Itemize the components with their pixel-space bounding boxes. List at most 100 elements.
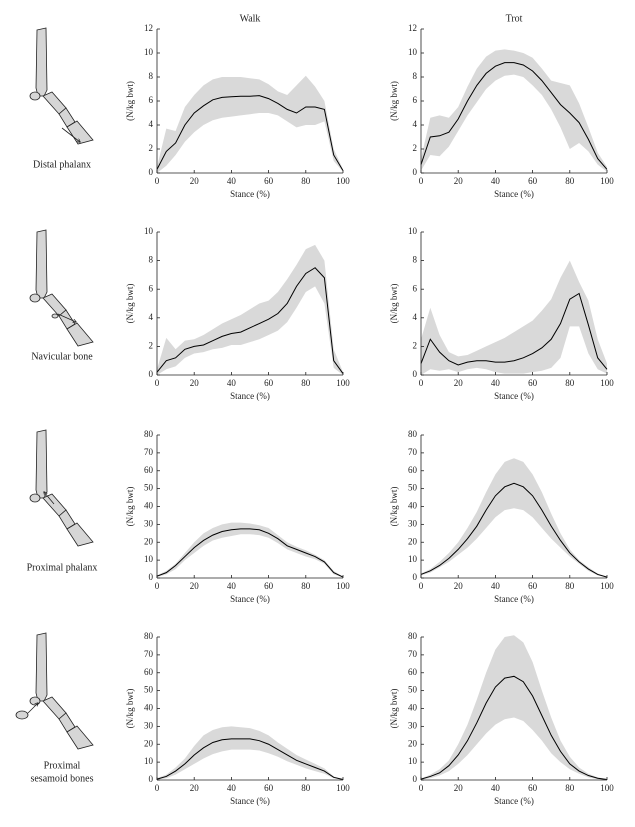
plot: 0 2 4 6 8 10 12 0 20 40 60 80 100 Trot Stance (%) (N/kg… (389, 13, 614, 199)
mean-line (420, 675, 608, 780)
y-axis-label: (N/kg bwt) (125, 487, 135, 527)
y-tick-label: 40 (144, 703, 154, 713)
x-tick-label: 100 (600, 176, 614, 186)
y-tick-label: 6 (149, 283, 154, 293)
x-tick-label: 80 (565, 783, 575, 793)
chart-title: Trot (506, 13, 523, 24)
y-tick-label: 40 (408, 501, 418, 511)
y-tick-label: 60 (144, 667, 154, 677)
x-tick-label: 0 (419, 783, 424, 793)
x-tick-label: 80 (301, 378, 311, 388)
x-tick-label: 60 (528, 581, 538, 591)
bone-label: Distal phalanx (33, 159, 91, 170)
y-tick-label: 80 (408, 631, 418, 641)
y-axis-label: (N/kg bwt) (389, 487, 399, 527)
y-tick-label: 70 (144, 447, 154, 457)
y-tick-label: 20 (144, 738, 154, 748)
x-tick-label: 20 (454, 783, 464, 793)
plot: 0 10 20 30 40 50 60 70 80 0 20 40 60 80 100 Stance (%) (… (389, 631, 614, 806)
y-tick-label: 8 (413, 71, 418, 81)
bone-illustration (15, 632, 94, 750)
x-tick-label: 60 (528, 783, 538, 793)
x-tick-label: 100 (336, 783, 350, 793)
y-tick-label: 80 (408, 429, 418, 439)
y-tick-label: 40 (144, 501, 154, 511)
y-tick-label: 70 (144, 649, 154, 659)
y-axis-label: (N/kg bwt) (389, 81, 399, 121)
y-tick-label: 0 (149, 369, 154, 379)
x-tick-label: 0 (155, 378, 160, 388)
x-tick-label: 0 (155, 581, 160, 591)
y-tick-label: 10 (408, 47, 418, 57)
sd-band (421, 49, 607, 172)
y-tick-label: 4 (149, 312, 154, 322)
x-tick-label: 0 (419, 176, 424, 186)
x-tick-label: 40 (491, 783, 501, 793)
x-tick-label: 20 (454, 378, 464, 388)
y-tick-label: 80 (144, 429, 154, 439)
y-tick-label: 0 (149, 774, 154, 784)
mean-line (156, 738, 344, 780)
y-tick-label: 10 (144, 226, 154, 236)
mean-line (420, 482, 608, 578)
y-tick-label: 50 (144, 685, 154, 695)
y-tick-label: 60 (144, 465, 154, 475)
x-tick-label: 80 (301, 581, 311, 591)
plot: 0 10 20 30 40 50 60 70 80 0 20 40 60 80 100 Stance (%) (… (125, 631, 350, 806)
y-tick-label: 2 (149, 340, 154, 350)
bone-illustration (29, 27, 94, 145)
y-tick-label: 80 (144, 631, 154, 641)
x-axis-label: Stance (%) (494, 391, 534, 401)
x-axis-label: Stance (%) (494, 796, 534, 806)
x-tick-label: 60 (528, 176, 538, 186)
x-tick-label: 100 (336, 581, 350, 591)
y-tick-label: 10 (408, 756, 418, 766)
y-tick-label: 30 (408, 720, 418, 730)
bone-illustration (29, 429, 94, 547)
sd-band (421, 260, 607, 375)
y-tick-label: 4 (413, 312, 418, 322)
y-axis-label: (N/kg bwt) (389, 284, 399, 324)
x-tick-label: 40 (227, 783, 237, 793)
y-tick-label: 30 (144, 720, 154, 730)
y-tick-label: 50 (408, 685, 418, 695)
plot: 0 2 4 6 8 10 12 0 20 40 60 80 100 Walk Stance (%) (N/kg… (125, 13, 350, 199)
mean-line (156, 267, 344, 374)
y-tick-label: 10 (408, 226, 418, 236)
x-tick-label: 60 (264, 783, 274, 793)
y-tick-label: 30 (408, 518, 418, 528)
x-tick-label: 0 (419, 378, 424, 388)
y-tick-label: 0 (413, 369, 418, 379)
y-tick-label: 4 (149, 119, 154, 129)
x-tick-label: 60 (264, 176, 274, 186)
sd-band (421, 458, 607, 578)
x-tick-label: 20 (190, 783, 200, 793)
bone-label: sesamoid bones (30, 773, 93, 784)
y-tick-label: 20 (408, 536, 418, 546)
x-axis-label: Stance (%) (494, 594, 534, 604)
y-tick-label: 6 (413, 95, 418, 105)
y-tick-label: 8 (149, 71, 154, 81)
x-tick-label: 0 (419, 581, 424, 591)
chart-title: Walk (240, 13, 261, 24)
x-tick-label: 60 (528, 378, 538, 388)
x-tick-label: 0 (155, 176, 160, 186)
plot: 0 10 20 30 40 50 60 70 80 0 20 40 60 80 100 Stance (%) (… (389, 429, 614, 604)
sd-band (157, 244, 343, 375)
y-tick-label: 60 (408, 465, 418, 475)
plot: 0 10 20 30 40 50 60 70 80 0 20 40 60 80 100 Stance (%) (… (125, 429, 350, 604)
y-tick-label: 4 (413, 119, 418, 129)
sd-band (157, 522, 343, 578)
x-tick-label: 20 (454, 581, 464, 591)
x-tick-label: 80 (565, 581, 575, 591)
x-tick-label: 100 (336, 176, 350, 186)
y-tick-label: 10 (408, 554, 418, 564)
y-tick-label: 40 (408, 703, 418, 713)
mean-line (156, 528, 344, 578)
y-tick-label: 50 (408, 483, 418, 493)
y-tick-label: 0 (413, 572, 418, 582)
x-tick-label: 100 (600, 783, 614, 793)
y-tick-label: 8 (149, 255, 154, 265)
y-tick-label: 2 (149, 143, 154, 153)
